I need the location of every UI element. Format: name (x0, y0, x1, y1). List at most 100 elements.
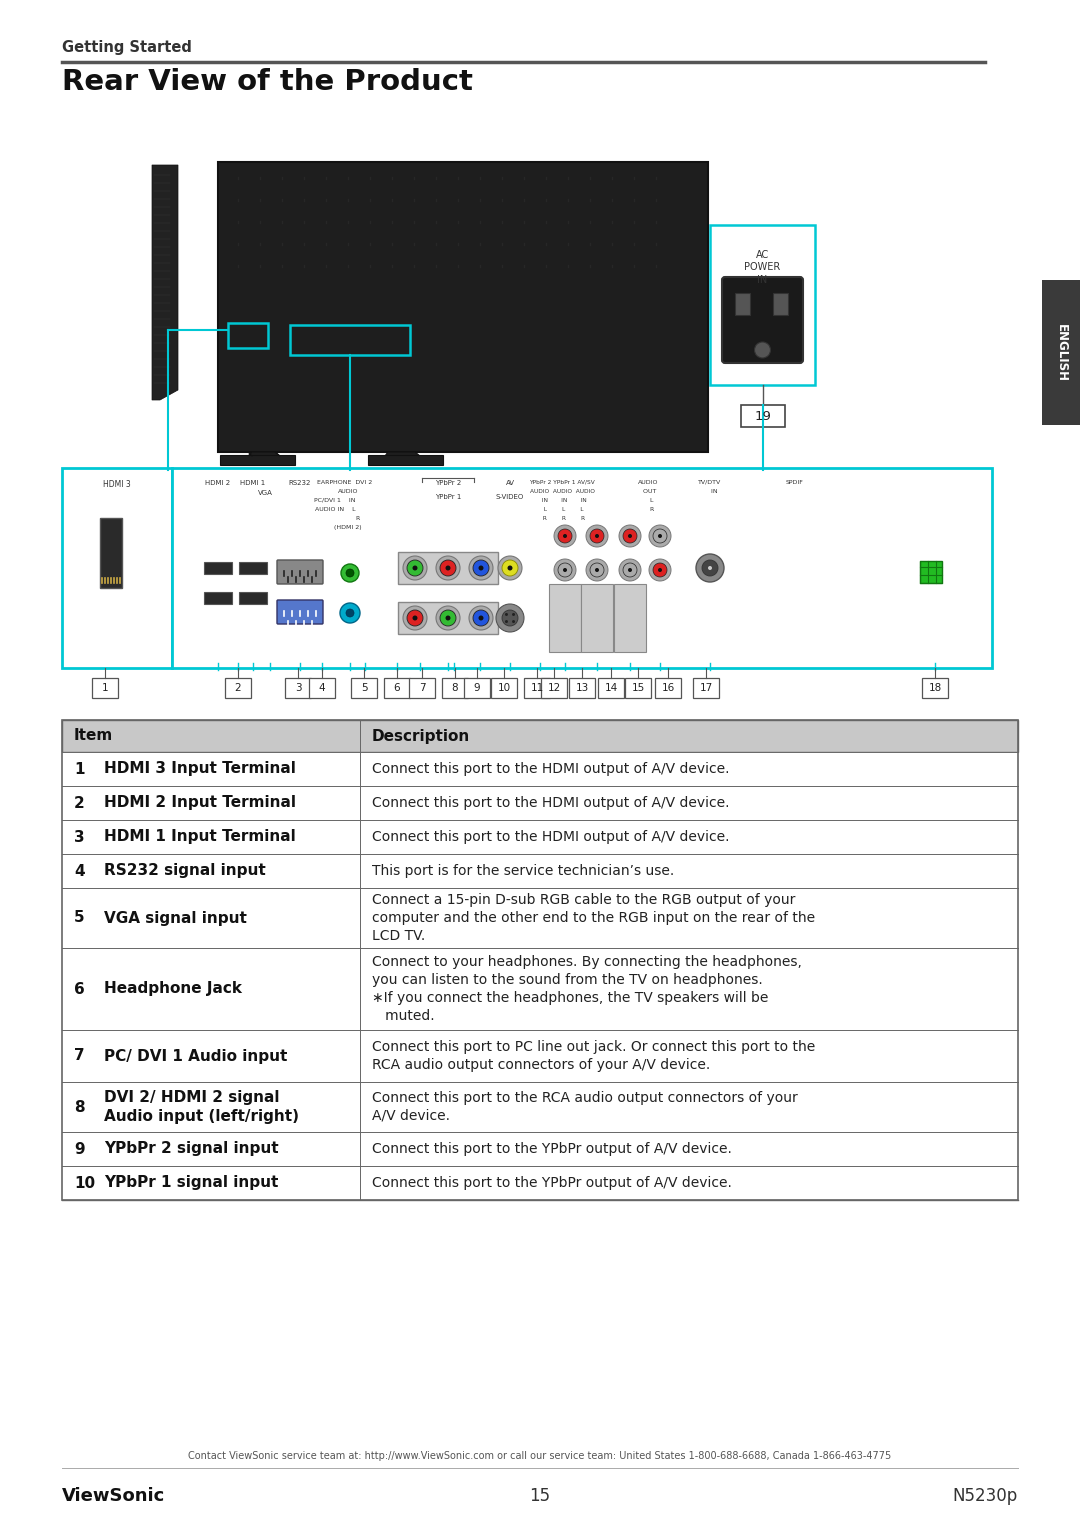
Text: IN: IN (703, 489, 717, 495)
Text: AUDIO: AUDIO (638, 479, 658, 486)
Text: ViewSonic: ViewSonic (62, 1487, 165, 1506)
Circle shape (436, 606, 460, 631)
Text: IN       IN       IN: IN IN IN (538, 498, 586, 502)
Text: HDMI 3 Input Terminal: HDMI 3 Input Terminal (104, 762, 296, 777)
FancyBboxPatch shape (62, 721, 1018, 751)
Circle shape (436, 556, 460, 580)
Circle shape (346, 609, 354, 617)
Text: HDMI 1 Input Terminal: HDMI 1 Input Terminal (104, 829, 296, 844)
FancyBboxPatch shape (239, 562, 267, 574)
Circle shape (623, 528, 637, 544)
Circle shape (341, 563, 359, 582)
Text: 4: 4 (319, 683, 325, 693)
Text: 9: 9 (75, 1142, 84, 1156)
FancyBboxPatch shape (368, 455, 443, 466)
Text: L        L        L: L L L (540, 507, 584, 512)
Circle shape (403, 556, 427, 580)
FancyBboxPatch shape (710, 224, 815, 385)
FancyBboxPatch shape (62, 467, 172, 667)
Text: ENGLISH: ENGLISH (1054, 324, 1067, 382)
FancyBboxPatch shape (92, 678, 118, 698)
Circle shape (649, 559, 671, 580)
Polygon shape (248, 452, 280, 457)
Text: Connect this port to the YPbPr output of A/V device.: Connect this port to the YPbPr output of… (372, 1142, 732, 1156)
FancyBboxPatch shape (723, 276, 804, 363)
Text: 7: 7 (75, 1049, 84, 1063)
Text: 2: 2 (75, 796, 84, 811)
Circle shape (653, 563, 667, 577)
Text: 5: 5 (75, 910, 84, 925)
Text: L: L (643, 498, 653, 502)
Text: 3: 3 (295, 683, 301, 693)
Text: AUDIO: AUDIO (338, 489, 359, 495)
FancyBboxPatch shape (62, 1167, 1018, 1200)
Text: TV/DTV: TV/DTV (699, 479, 721, 486)
Text: 15: 15 (632, 683, 645, 693)
Text: 15: 15 (529, 1487, 551, 1506)
Text: VGA: VGA (257, 490, 272, 496)
Text: Connect this port to the HDMI output of A/V device.: Connect this port to the HDMI output of … (372, 762, 729, 776)
Text: DVI 2/ HDMI 2 signal
Audio input (left/right): DVI 2/ HDMI 2 signal Audio input (left/r… (104, 1090, 299, 1124)
Text: (HDMI 2): (HDMI 2) (334, 525, 362, 530)
Circle shape (407, 609, 423, 626)
Circle shape (627, 534, 632, 538)
Circle shape (413, 615, 418, 620)
Text: 8: 8 (451, 683, 458, 693)
FancyBboxPatch shape (598, 678, 624, 698)
Circle shape (340, 603, 360, 623)
Circle shape (478, 565, 484, 571)
Text: AUDIO IN    L: AUDIO IN L (314, 507, 355, 512)
Text: 8: 8 (75, 1099, 84, 1115)
FancyBboxPatch shape (581, 583, 613, 652)
Text: 4: 4 (75, 863, 84, 878)
Text: PC/DVI 1    IN: PC/DVI 1 IN (314, 498, 355, 502)
Circle shape (403, 606, 427, 631)
Circle shape (505, 612, 508, 615)
Text: RS232 signal input: RS232 signal input (104, 863, 266, 878)
FancyBboxPatch shape (409, 678, 435, 698)
Circle shape (563, 534, 567, 538)
Text: YPbPr 2 signal input: YPbPr 2 signal input (104, 1142, 279, 1156)
Circle shape (755, 342, 770, 357)
Circle shape (505, 620, 508, 623)
Circle shape (508, 565, 513, 571)
Text: R: R (356, 516, 360, 521)
FancyBboxPatch shape (1042, 279, 1080, 425)
Text: 5: 5 (361, 683, 367, 693)
Circle shape (554, 525, 576, 547)
Text: 9: 9 (474, 683, 481, 693)
Circle shape (619, 559, 642, 580)
FancyBboxPatch shape (741, 405, 784, 428)
FancyBboxPatch shape (62, 948, 1018, 1031)
Text: 6: 6 (394, 683, 401, 693)
FancyBboxPatch shape (62, 854, 1018, 889)
Text: Getting Started: Getting Started (62, 40, 192, 55)
Circle shape (440, 560, 456, 576)
FancyBboxPatch shape (654, 678, 681, 698)
Text: PC/ DVI 1 Audio input: PC/ DVI 1 Audio input (104, 1049, 287, 1063)
Text: HDMI 2 Input Terminal: HDMI 2 Input Terminal (104, 796, 296, 811)
FancyBboxPatch shape (62, 1132, 1018, 1167)
FancyBboxPatch shape (172, 467, 993, 667)
Text: 16: 16 (661, 683, 675, 693)
Text: Connect this port to the HDMI output of A/V device.: Connect this port to the HDMI output of … (372, 831, 729, 844)
Text: VGA signal input: VGA signal input (104, 910, 247, 925)
Circle shape (496, 605, 524, 632)
Text: S-VIDEO: S-VIDEO (496, 495, 524, 499)
Circle shape (469, 606, 492, 631)
Circle shape (658, 568, 662, 573)
Circle shape (658, 534, 662, 538)
FancyBboxPatch shape (384, 678, 410, 698)
FancyBboxPatch shape (399, 551, 498, 583)
Text: YPbPr 1 signal input: YPbPr 1 signal input (104, 1176, 279, 1191)
FancyBboxPatch shape (100, 518, 122, 588)
Text: 7: 7 (419, 683, 426, 693)
Circle shape (708, 567, 712, 570)
Circle shape (407, 560, 423, 576)
Text: 17: 17 (700, 683, 713, 693)
Text: EARPHONE  DVI 2: EARPHONE DVI 2 (318, 479, 373, 486)
FancyBboxPatch shape (351, 678, 377, 698)
FancyBboxPatch shape (62, 1083, 1018, 1132)
Text: 19: 19 (754, 409, 771, 423)
Polygon shape (384, 452, 420, 457)
